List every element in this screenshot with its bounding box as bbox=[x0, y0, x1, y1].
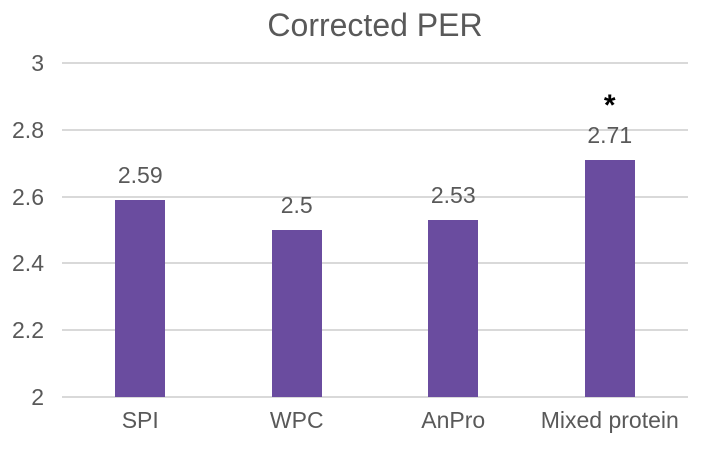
y-axis-tick-label: 2 bbox=[31, 384, 44, 410]
bar-data-label: 2.5 bbox=[280, 192, 313, 218]
bar-data-label: 2.59 bbox=[117, 161, 163, 188]
bar-data-label: 2.71 bbox=[587, 121, 633, 148]
plot-area: 2.59 2.5 2.53 * 2.71 bbox=[62, 62, 688, 398]
gridline bbox=[62, 396, 688, 398]
y-axis-tick-label: 3 bbox=[31, 50, 44, 76]
x-axis-category-label: Mixed protein bbox=[540, 407, 679, 433]
x-axis-category-label: WPC bbox=[269, 407, 324, 433]
x-axis: SPI WPC AnPro Mixed protein bbox=[62, 406, 688, 434]
significance-asterisk: * bbox=[603, 88, 616, 122]
bar-slot: * 2.71 bbox=[532, 63, 689, 397]
bars-row: 2.59 2.5 2.53 * 2.71 bbox=[62, 63, 688, 397]
x-axis-category-label: AnPro bbox=[421, 407, 486, 433]
y-axis-tick-label: 2.6 bbox=[12, 183, 44, 210]
bar-slot: 2.53 bbox=[375, 63, 532, 397]
bar-data-label: 2.53 bbox=[430, 181, 476, 208]
gridline bbox=[62, 195, 688, 198]
gridline bbox=[62, 262, 688, 265]
x-axis-category-label: SPI bbox=[121, 407, 159, 433]
bar-slot: 2.5 bbox=[219, 63, 376, 397]
y-axis-tick-label: 2.2 bbox=[12, 317, 44, 344]
chart-title: Corrected PER bbox=[267, 7, 483, 43]
bar bbox=[428, 219, 479, 397]
gridline bbox=[62, 128, 688, 131]
bar bbox=[584, 159, 635, 397]
bar-slot: 2.59 bbox=[62, 63, 219, 397]
y-axis-tick-label: 2.8 bbox=[12, 116, 44, 143]
gridline bbox=[62, 62, 688, 64]
bar bbox=[115, 199, 166, 397]
y-axis-tick-label: 2.4 bbox=[12, 250, 44, 277]
bar bbox=[271, 230, 322, 397]
y-axis: 3 2.8 2.6 2.4 2.2 2 bbox=[0, 0, 44, 454]
gridline bbox=[62, 329, 688, 332]
